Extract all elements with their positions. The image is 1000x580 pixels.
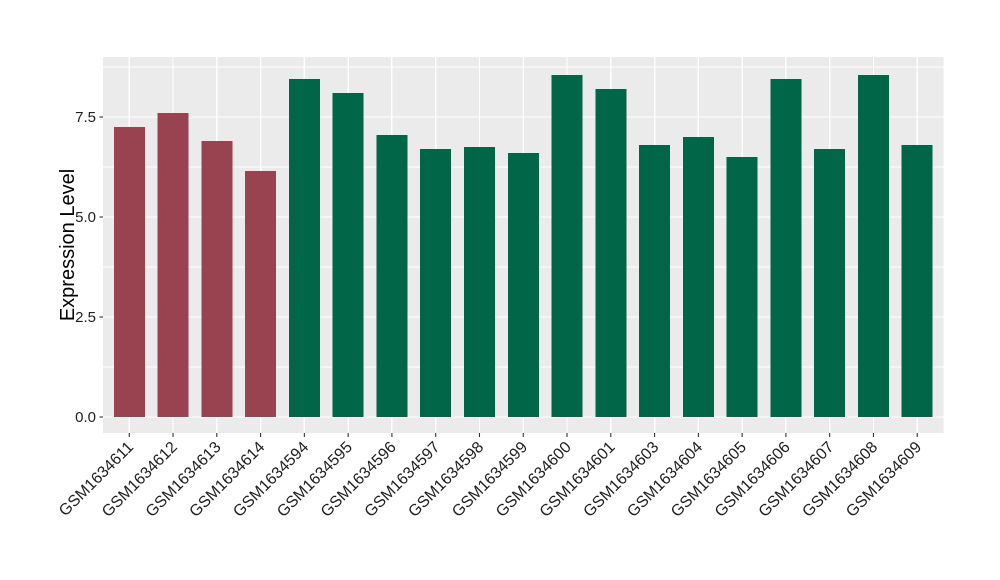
bar-GSM1634609: [901, 145, 933, 417]
x-tick-label-GSM1634595: GSM1634595: [274, 439, 356, 521]
bars-group: [113, 75, 933, 417]
x-tick-label-GSM1634614: GSM1634614: [187, 439, 269, 521]
x-tick-label-GSM1634599: GSM1634599: [449, 439, 531, 521]
x-tick-label-GSM1634606: GSM1634606: [712, 439, 794, 521]
bar-GSM1634612: [157, 113, 189, 417]
bar-GSM1634595: [332, 93, 364, 417]
bar-GSM1634598: [463, 147, 495, 417]
y-tick-label-0.0: 0.0: [75, 409, 96, 426]
y-tick-label-7.5: 7.5: [75, 109, 96, 126]
bar-GSM1634603: [639, 145, 671, 417]
x-tick-label-GSM1634596: GSM1634596: [318, 439, 400, 521]
y-tick-label-2.5: 2.5: [75, 309, 96, 326]
x-tick-label-GSM1634600: GSM1634600: [493, 439, 575, 521]
x-tick-label-GSM1634612: GSM1634612: [99, 439, 181, 521]
bar-GSM1634611: [113, 127, 145, 417]
bar-GSM1634605: [726, 157, 758, 417]
bar-GSM1634596: [376, 135, 408, 417]
x-tick-label-GSM1634603: GSM1634603: [581, 439, 663, 521]
bar-GSM1634613: [201, 141, 233, 417]
x-tick-label-GSM1634611: GSM1634611: [56, 439, 137, 520]
y-tick-label-5.0: 5.0: [75, 209, 96, 226]
bar-GSM1634594: [288, 79, 320, 417]
bar-GSM1634599: [507, 153, 539, 417]
x-tick-label-GSM1634607: GSM1634607: [756, 439, 838, 521]
bar-GSM1634600: [551, 75, 583, 417]
bar-GSM1634614: [245, 171, 277, 417]
x-tick-label-GSM1634604: GSM1634604: [624, 439, 706, 521]
x-tick-label-GSM1634608: GSM1634608: [799, 439, 881, 521]
x-tick-label-GSM1634605: GSM1634605: [668, 439, 750, 521]
bar-GSM1634607: [814, 149, 846, 417]
bar-GSM1634601: [595, 89, 627, 417]
bar-GSM1634606: [770, 79, 802, 417]
bar-GSM1634608: [857, 75, 889, 417]
y-axis-title: Expression Level: [57, 169, 79, 321]
x-tick-label-GSM1634601: GSM1634601: [537, 439, 619, 521]
x-tick-label-GSM1634613: GSM1634613: [143, 439, 225, 521]
x-tick-label-GSM1634594: GSM1634594: [230, 439, 312, 521]
x-tick-label-GSM1634598: GSM1634598: [405, 439, 487, 521]
bar-GSM1634604: [682, 137, 714, 417]
x-tick-label-GSM1634609: GSM1634609: [843, 439, 925, 521]
bar-GSM1634597: [420, 149, 452, 417]
x-tick-label-GSM1634597: GSM1634597: [362, 439, 444, 521]
